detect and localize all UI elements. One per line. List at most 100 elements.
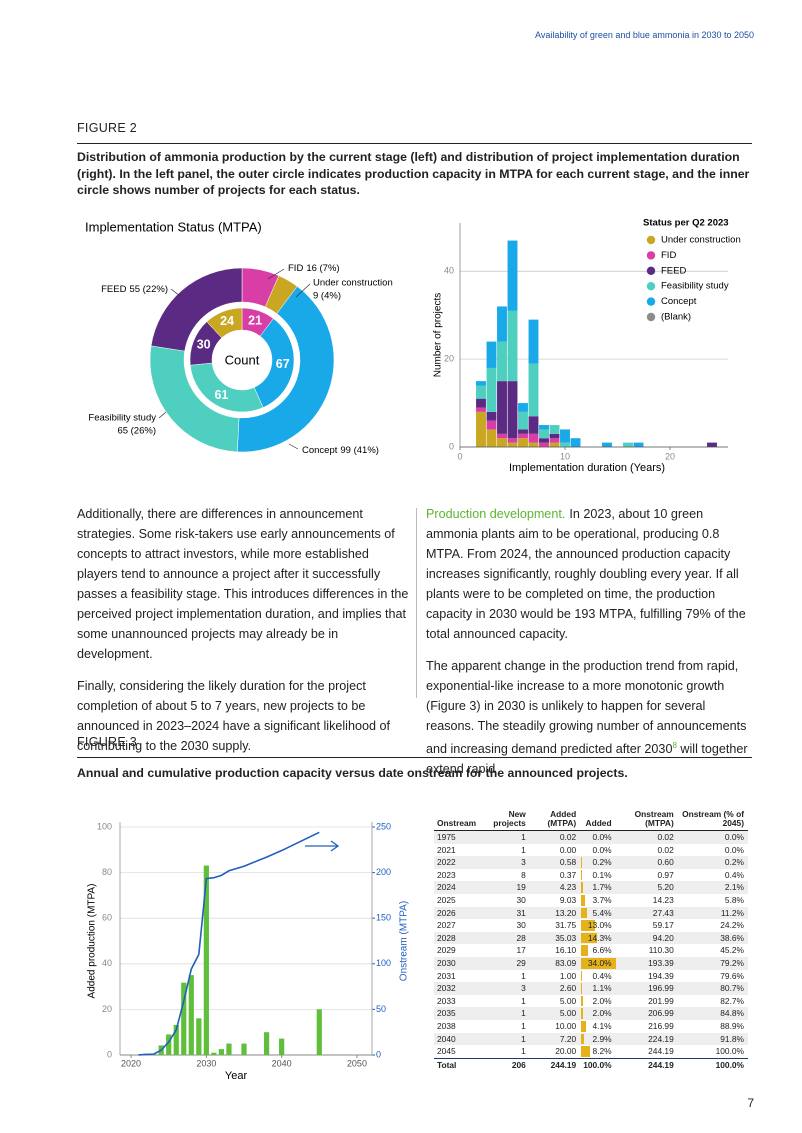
table-wrap: Onstream New projects Added (MTPA) Added Ons…: [434, 810, 748, 1072]
table-row: 2040 1 7.20 2.9% 224.19 91.8%: [434, 1032, 748, 1046]
cell-text: 1: [521, 1008, 526, 1019]
cell-text: 7.20: [559, 1033, 577, 1044]
cell: 206: [480, 1057, 530, 1072]
rule: [77, 143, 752, 144]
cell: 0.58: [529, 856, 581, 869]
table-row: 2022 3 0.58 0.2% 0.60 0.2%: [434, 856, 748, 869]
data-bar: [581, 882, 584, 893]
cell-text: 2040: [437, 1033, 456, 1044]
y-tick-label: 80: [102, 867, 112, 877]
bar-segment: [539, 429, 549, 439]
cell: 19: [480, 881, 530, 894]
cell: 194.39: [616, 970, 678, 983]
cell: 2021: [434, 844, 480, 857]
cell-text: 31: [516, 907, 526, 918]
y2-tick-label: 250: [376, 821, 391, 831]
slice-name: Concept: [302, 445, 338, 456]
cell: 0.02: [529, 830, 581, 844]
bar-segment: [539, 438, 549, 443]
table-row: 2035 1 5.00 2.0% 206.99 84.8%: [434, 1007, 748, 1020]
bar-segment: [570, 438, 581, 447]
cell: 100.0%: [677, 1057, 748, 1072]
cell-text: 2.9%: [592, 1033, 612, 1044]
column-divider: [416, 508, 417, 698]
text: will together extend rapid: [426, 742, 748, 777]
cell: 1: [480, 830, 530, 844]
cell: 8.2%: [580, 1045, 615, 1058]
y-axis-label: Number of projects: [433, 293, 444, 377]
bar-segment: [602, 442, 612, 447]
legend-swatch: [646, 266, 656, 275]
cell-text: 244.19: [648, 1046, 674, 1057]
cell: 1: [480, 970, 530, 983]
x-tick-label: 20: [665, 451, 675, 461]
bar-segment: [633, 442, 644, 447]
cell-text: 28: [516, 932, 526, 943]
inner-value: 30: [197, 338, 211, 352]
figure-caption: Annual and cumulative production capacit…: [77, 766, 628, 780]
cell-text: 45.2%: [720, 945, 744, 956]
cell: 11.2%: [677, 906, 748, 920]
cell-text: 2038: [437, 1020, 456, 1031]
cell: 83.09: [529, 956, 581, 970]
bar-segment: [549, 438, 560, 443]
onstream-line: [138, 831, 320, 1056]
cell: 2.0%: [580, 995, 615, 1008]
cell: 80.7%: [677, 982, 748, 995]
table-row: 2038 1 10.00 4.1% 216.99 88.9%: [434, 1020, 748, 1033]
cell-text: 100.0%: [715, 1059, 744, 1070]
cell: 100.0%: [580, 1057, 616, 1072]
cell-text: 1: [521, 832, 526, 842]
bar-segment: [539, 442, 549, 447]
cell-text: 194.39: [648, 970, 674, 981]
legend-label: Feasibility study: [661, 281, 729, 292]
left-column: Additionally, there are differences in a…: [77, 504, 409, 768]
cell-text: 2022: [437, 857, 456, 868]
column-header: New projects: [480, 810, 530, 831]
slice-label: FID 16 (7%): [288, 263, 340, 274]
cell: 3: [480, 982, 530, 995]
y-axis-label: Added production (MTPA): [87, 884, 98, 999]
cell-text: 2033: [437, 995, 456, 1006]
bar-segment: [507, 438, 518, 443]
slice-value: 55 (22%): [129, 284, 168, 295]
bar-segment: [486, 411, 497, 421]
bar-segment: [528, 442, 539, 447]
table-row: 2028 28 35.03 14.3% 94.20 38.6%: [434, 931, 748, 945]
slice-value: 16 (7%): [306, 263, 339, 274]
leader-line: [170, 288, 181, 297]
table-row: 2045 1 20.00 8.2% 244.19 100.0%: [434, 1045, 748, 1058]
inner-value: 61: [214, 388, 228, 402]
bar-segment: [549, 433, 560, 439]
bar-segment: [476, 407, 486, 412]
bar: [226, 1043, 232, 1055]
bar-segment: [549, 442, 560, 447]
slice-label: Feasibility study: [88, 413, 156, 424]
cell: 38.6%: [677, 931, 748, 945]
bar-segment: [507, 381, 518, 439]
data-bar: [581, 894, 586, 906]
bar-segment: [486, 429, 497, 447]
cell-text: 2026: [437, 907, 456, 918]
bar-segment: [497, 433, 507, 439]
cell-text: 2021: [437, 844, 456, 855]
donut-slice: [150, 267, 243, 352]
data-bar: [581, 1008, 584, 1019]
cell: 13.20: [529, 906, 581, 920]
bar-segment: [518, 429, 528, 434]
chart-title: Implementation Status (MTPA): [85, 219, 262, 234]
cell: 1.7%: [580, 881, 616, 894]
cell: 0.1%: [580, 869, 615, 882]
cell-text: 3: [521, 857, 526, 868]
cell: Total: [434, 1057, 481, 1072]
paragraph: Production development. In 2023, about 10…: [426, 504, 756, 644]
y2-tick-label: 200: [376, 867, 391, 877]
cell-text: 2.0%: [592, 995, 612, 1006]
y-tick-label: 0: [449, 441, 454, 451]
cell: 244.19: [529, 1057, 581, 1072]
cell-text: 5.00: [559, 995, 577, 1006]
cell: 2022: [434, 856, 481, 869]
cell: 1.1%: [580, 982, 616, 995]
cell: 244.19: [616, 1045, 678, 1058]
y2-tick-label: 50: [376, 1004, 386, 1014]
